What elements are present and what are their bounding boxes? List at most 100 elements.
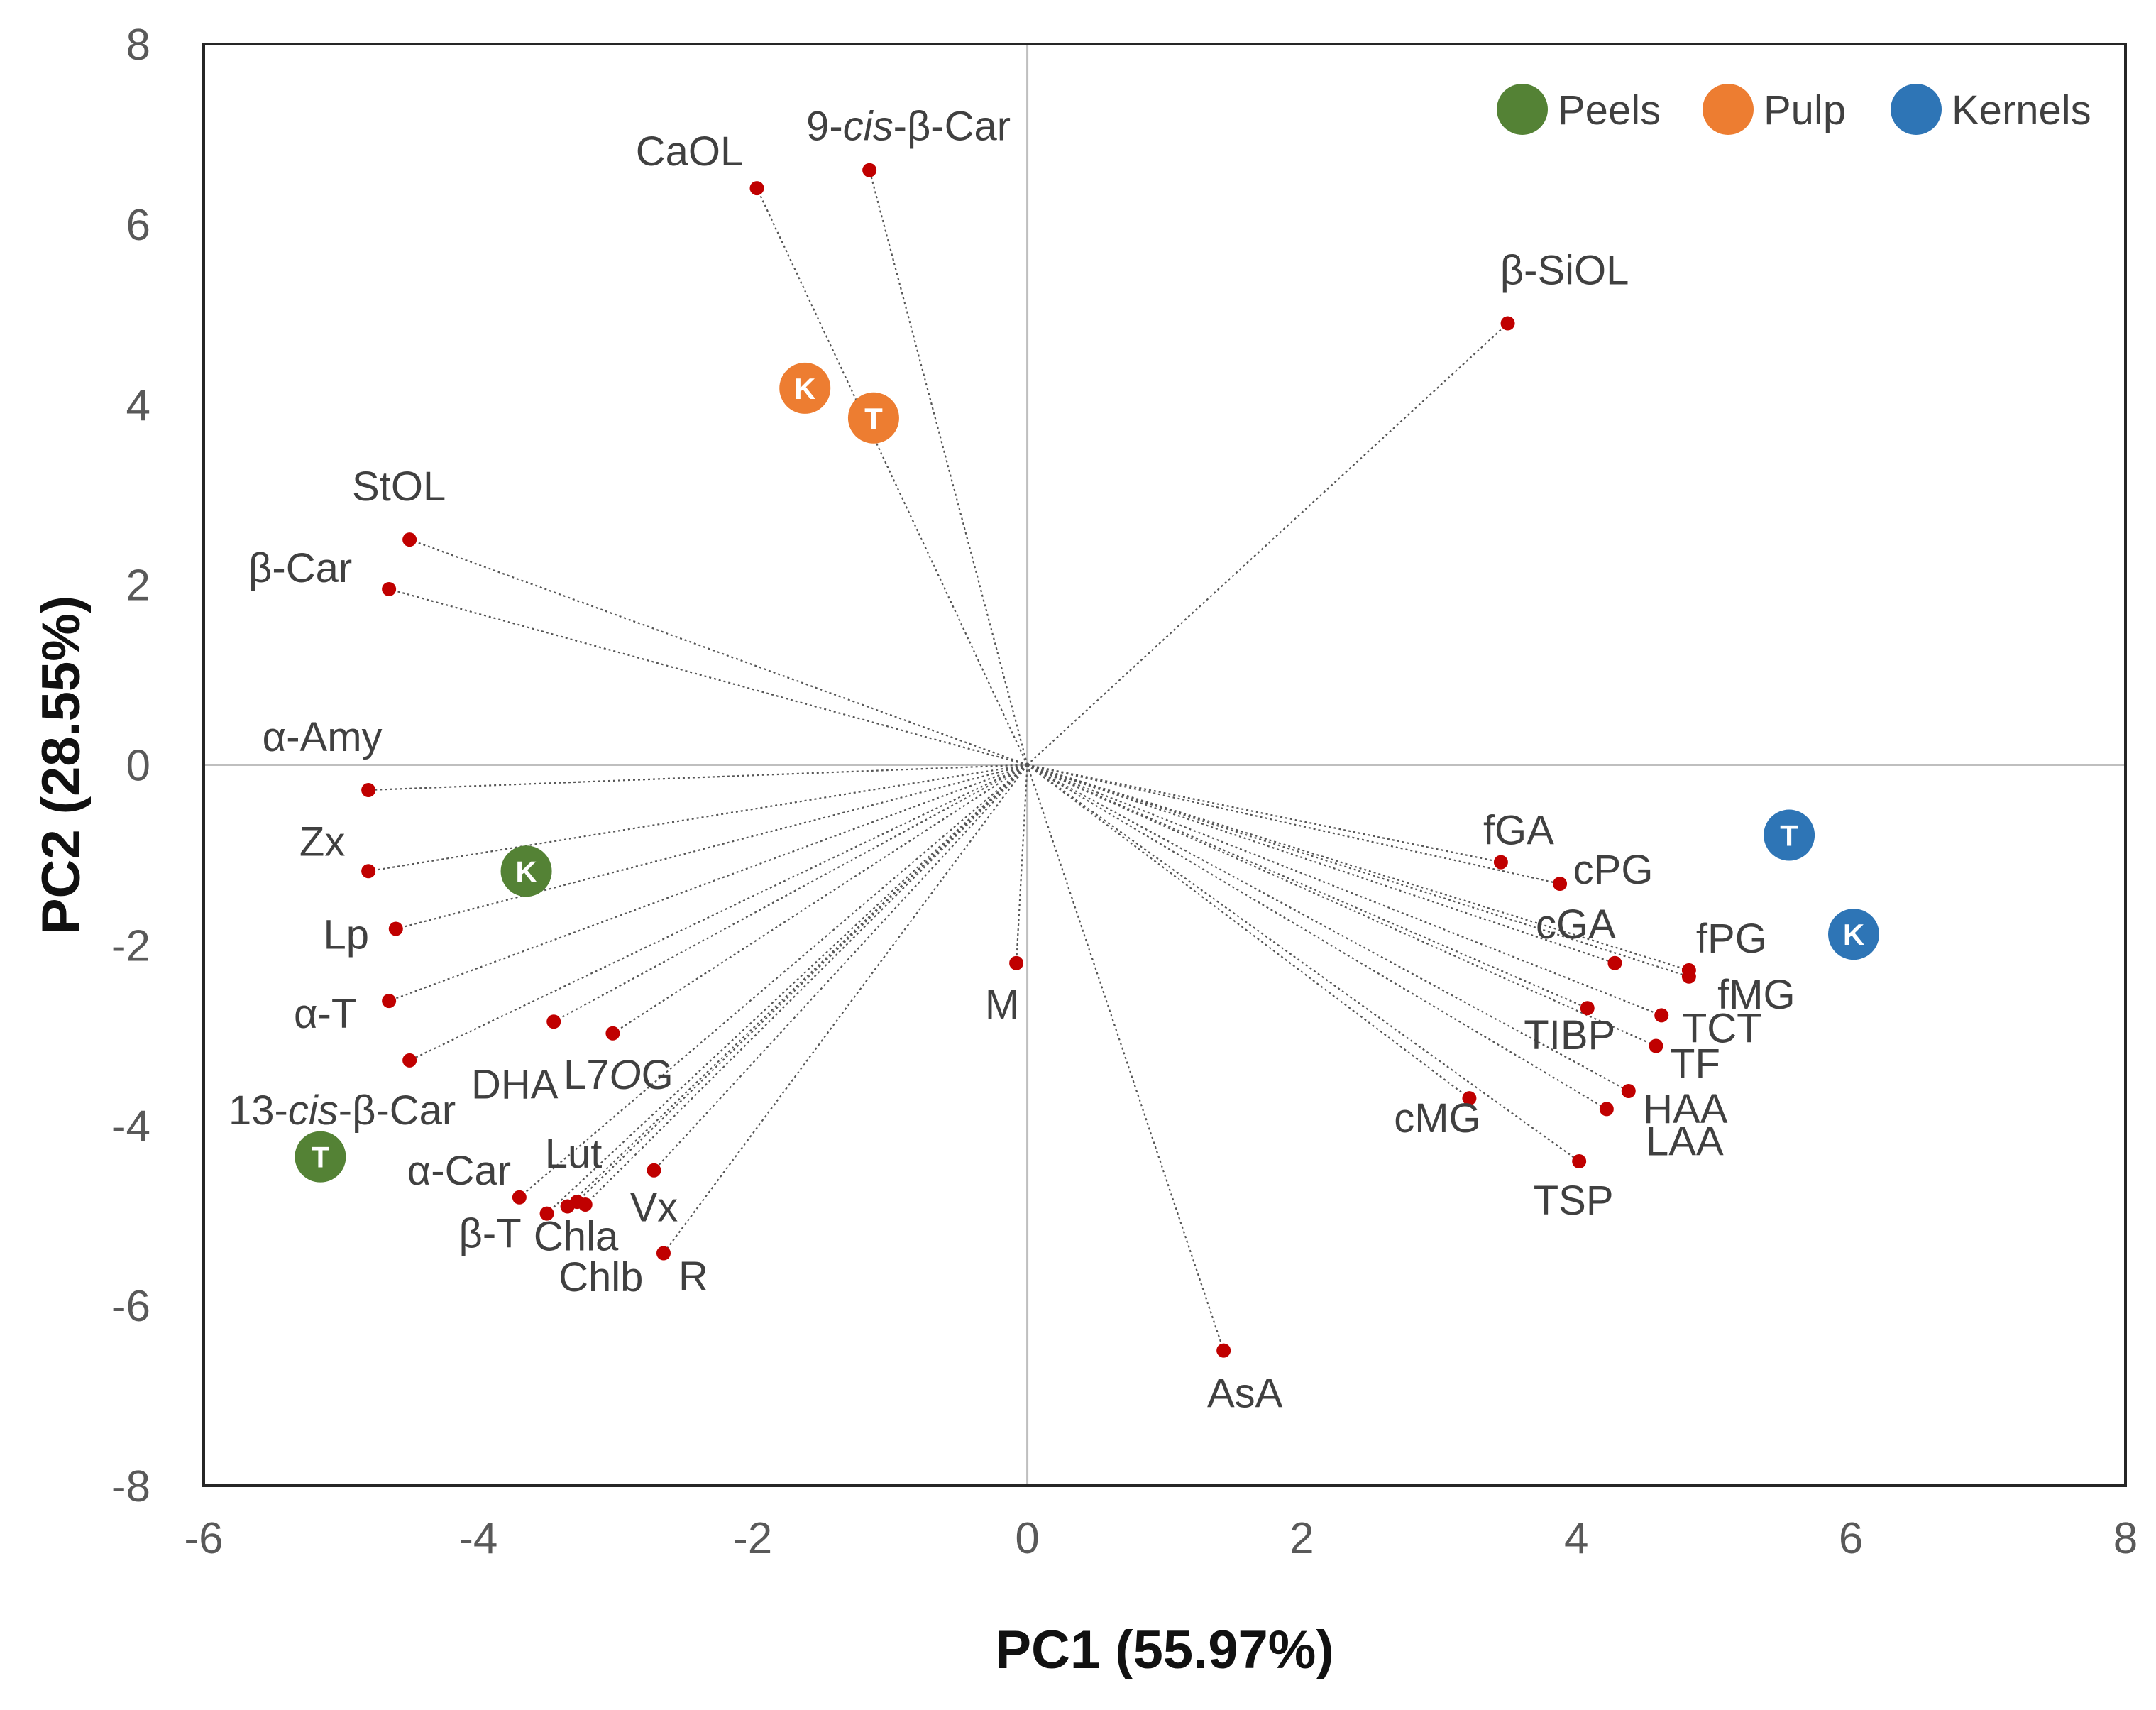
- sample-marker: [779, 362, 831, 414]
- vector-lp: [395, 764, 1028, 930]
- vector-9-cis-car: [869, 170, 1028, 765]
- vector-asa: [1026, 764, 1225, 1351]
- sample-marker-letter: T: [1780, 819, 1798, 853]
- y-axis-title: PC2 (28.55%): [31, 596, 92, 934]
- loading-label-cga: cGA: [1536, 901, 1616, 948]
- legend-label: Pulp: [1764, 87, 1846, 133]
- legend-item-kernels: Kernels: [1891, 84, 2091, 135]
- loading-label-fmg: fMG: [1717, 972, 1795, 1018]
- vector-chlb: [584, 764, 1028, 1205]
- vector-car: [388, 588, 1028, 766]
- loading-label-dha: DHA: [471, 1061, 559, 1107]
- y-tick-labels: -8 -6 -4 -2 0 2 4 6 8: [111, 21, 150, 1511]
- loading-label-car: β-Car: [248, 545, 352, 591]
- sample-kernels-t: T: [1764, 809, 1815, 861]
- loading-label-cmg: cMG: [1394, 1095, 1480, 1141]
- loading-label-tct: TCT: [1682, 1005, 1762, 1051]
- loading-point-9-cis-car: [862, 163, 877, 177]
- loading-point-vx: [647, 1163, 661, 1178]
- vector-cpg: [1027, 764, 1561, 885]
- loading-label-tf: TF: [1670, 1041, 1720, 1087]
- y-tick-label: -6: [111, 1282, 150, 1331]
- loading-point-tf: [1649, 1038, 1663, 1053]
- vector-caol: [756, 187, 1028, 765]
- y-tick-label: -2: [111, 921, 150, 970]
- loading-label-chla: Chla: [534, 1213, 619, 1259]
- loading-point-r: [656, 1246, 671, 1261]
- vector-r: [663, 764, 1028, 1254]
- sample-marker-letter: T: [312, 1141, 330, 1174]
- loading-point-caol: [749, 181, 764, 196]
- x-axis-title: PC1 (55.97%): [995, 1620, 1333, 1680]
- loading-label-vx: Vx: [630, 1185, 678, 1231]
- plot-area-border: [202, 43, 2127, 1487]
- loading-label-13-cis-car: 13-cis-β-Car: [229, 1087, 456, 1134]
- y-tick-label: -4: [111, 1102, 150, 1151]
- legend-item-pulp: Pulp: [1703, 84, 1846, 135]
- y-tick-label: 0: [126, 742, 150, 791]
- y-tick-label: 2: [126, 561, 150, 610]
- loading-label-siol: β-SiOL: [1500, 248, 1629, 294]
- sample-markers: K T K T T K: [295, 362, 1880, 1183]
- vector-siol: [1026, 322, 1509, 766]
- zero-axis-lines: [204, 44, 2125, 1486]
- loading-point-asa: [1216, 1343, 1231, 1358]
- legend-swatch: [1703, 84, 1754, 135]
- vector-t: [546, 764, 1028, 1215]
- loading-point-13-cis-car: [402, 1053, 417, 1068]
- sample-pulp-t: T: [847, 392, 899, 444]
- loading-point-siol: [1500, 316, 1515, 331]
- vector-amy: [368, 764, 1028, 791]
- vector-laa: [1027, 764, 1607, 1110]
- loading-point-l7og: [605, 1026, 620, 1041]
- legend: Peels Pulp Kernels: [1497, 84, 2091, 135]
- loading-point-fmg: [1681, 969, 1696, 984]
- sample-peels-t: T: [295, 1131, 346, 1183]
- loading-point-lp: [388, 921, 403, 936]
- x-tick-label: 6: [1839, 1514, 1863, 1563]
- vector-zx: [368, 764, 1028, 872]
- y-tick-label: 4: [126, 381, 150, 430]
- sample-kernels-k: K: [1828, 909, 1880, 960]
- loading-point-tibp: [1580, 1001, 1595, 1016]
- y-tick-label: -8: [111, 1462, 150, 1511]
- sample-marker: [500, 845, 552, 897]
- x-tick-label: 4: [1564, 1514, 1588, 1563]
- legend-item-peels: Peels: [1497, 84, 1661, 135]
- legend-label: Peels: [1558, 87, 1661, 133]
- loading-label-haa: HAA: [1643, 1086, 1728, 1132]
- loading-point-chla: [560, 1199, 575, 1214]
- loading-point-tsp: [1572, 1154, 1587, 1169]
- loading-label-tsp: TSP: [1534, 1178, 1614, 1224]
- loading-label-l7og: L7OG: [563, 1052, 673, 1098]
- loading-label-t: β-T: [459, 1211, 522, 1257]
- x-tick-labels: -6 -4 -2 0 2 4 6 8: [184, 1514, 2138, 1563]
- loading-point-haa: [1621, 1084, 1636, 1099]
- vector-dha: [553, 764, 1028, 1023]
- loading-point-fga: [1493, 855, 1508, 870]
- legend-swatch: [1497, 84, 1548, 135]
- vector-fga: [1027, 764, 1502, 863]
- vector-cga: [1027, 764, 1615, 964]
- loading-point-car: [382, 581, 397, 596]
- sample-marker: [295, 1131, 346, 1183]
- sample-marker: [847, 392, 899, 444]
- vector-fmg: [1027, 764, 1690, 977]
- loading-label-m: M: [985, 982, 1019, 1028]
- loading-point-amy: [361, 783, 376, 798]
- sample-marker: [1828, 909, 1880, 960]
- loading-label-lut: Lut: [545, 1131, 603, 1177]
- loading-label-laa: LAA: [1646, 1118, 1724, 1164]
- sample-marker-letter: K: [1843, 918, 1864, 951]
- x-tick-label: -6: [184, 1514, 223, 1563]
- sample-pulp-k: K: [779, 362, 831, 414]
- y-tick-label: 8: [126, 21, 150, 70]
- loading-point-m: [1009, 955, 1024, 970]
- vector-l7og: [612, 764, 1028, 1034]
- legend-label: Kernels: [1952, 87, 2091, 133]
- y-tick-label: 6: [126, 201, 150, 250]
- loading-label-amy: α-Amy: [263, 714, 383, 760]
- loading-point-tct: [1654, 1008, 1669, 1023]
- x-tick-label: -4: [458, 1514, 497, 1563]
- x-tick-label: 2: [1289, 1514, 1314, 1563]
